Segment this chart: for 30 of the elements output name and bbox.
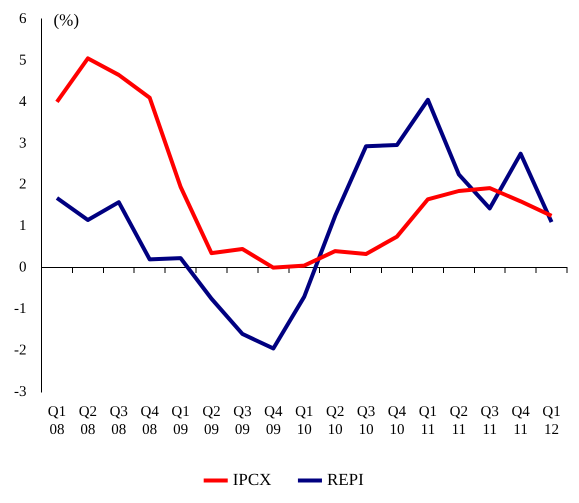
x-tick-label: Q4 11 [511, 404, 530, 438]
y-axis-title: (%) [53, 10, 79, 30]
x-tick-label: Q3 11 [480, 404, 499, 438]
x-tick-label: Q2 11 [450, 404, 468, 438]
x-tick-label: Q3 09 [233, 404, 252, 438]
x-tick-label: Q4 10 [388, 404, 407, 438]
x-tick-label: Q1 10 [295, 404, 314, 438]
y-tick-label: 0 [18, 260, 26, 276]
y-tick-label: 6 [18, 10, 27, 27]
y-tick-label: 5 [18, 52, 26, 68]
x-tick-label: Q3 10 [356, 404, 376, 438]
y-tick-label: 1 [18, 218, 26, 234]
x-tick-label: Q1 11 [418, 404, 438, 438]
y-tick-label: -3 [14, 384, 26, 400]
y-tick-label: 4 [18, 94, 27, 110]
x-tick-label: Q1 09 [171, 404, 190, 438]
x-tick-label: Q4 09 [264, 404, 283, 438]
y-tick-label: -2 [14, 342, 26, 358]
legend-label: REPI [326, 470, 364, 489]
x-tick-label: Q2 10 [326, 404, 344, 438]
x-tick-label: Q2 08 [78, 404, 98, 438]
x-tick-label: Q4 08 [140, 404, 160, 438]
x-tick-label: Q1 08 [48, 404, 66, 438]
x-tick-label: Q3 08 [110, 404, 128, 438]
x-tick-label: Q2 09 [202, 404, 221, 438]
y-tick-label: -1 [14, 301, 26, 318]
legend-label: IPCX [232, 470, 272, 489]
y-tick-label: 3 [18, 135, 26, 152]
x-tick-label: Q1 12 [542, 404, 561, 438]
y-tick-label: 2 [18, 176, 26, 193]
